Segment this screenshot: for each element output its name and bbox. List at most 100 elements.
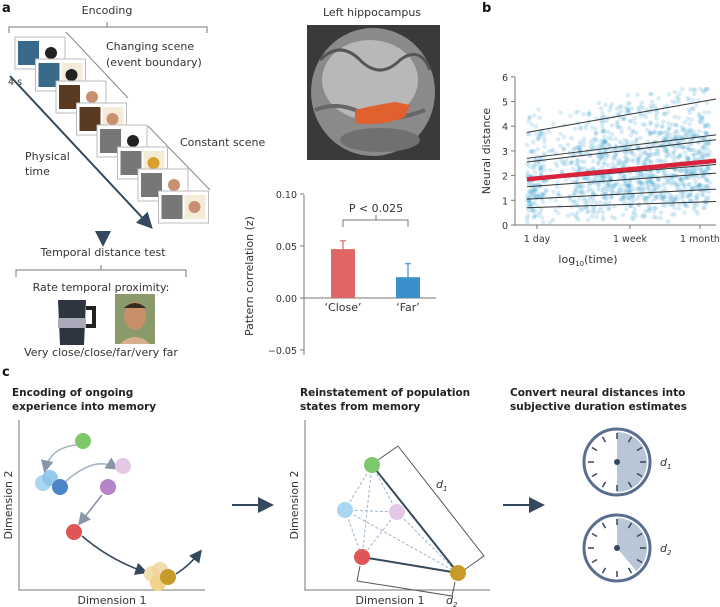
scatter-point [601,134,607,139]
scatter-point [616,175,622,181]
scatter-point [530,165,535,171]
scatter-point [641,172,647,178]
scatter-point [650,198,655,204]
scatter-point [707,149,713,155]
scatter-point [635,156,640,161]
scatter-point [601,195,606,201]
scatter-point [616,111,621,116]
scatter-point [591,198,597,203]
scatter-point [667,132,672,138]
scatter-point [525,131,530,137]
scatter-point [703,184,709,189]
scatter-point [603,139,608,144]
scatter-point [663,149,668,154]
scatter-point [669,181,674,187]
scatter-point [678,176,683,181]
scatter-point [660,135,666,141]
scatter-point [611,190,617,195]
scatter-point [625,92,631,98]
scatter-point [533,214,539,219]
scatter-point [679,195,685,200]
scatter-point [640,105,646,110]
scatter-point [672,131,677,137]
scatter-point [663,190,668,195]
scatter-point [529,208,535,214]
scatter-point [657,130,663,136]
scatter-point [591,166,596,172]
scatter-point [579,207,584,213]
scatter-point [630,128,636,134]
scatter-point [654,116,659,122]
scatter-point [526,181,531,186]
scatter-point [581,159,587,164]
scatter-point [651,152,657,157]
scatter-point [649,99,655,104]
scatter-point [593,138,599,143]
scatter-point [595,154,601,159]
scatter-point [626,189,632,194]
scatter-point [629,215,635,221]
scatter-point [648,153,654,158]
scatter-point [572,146,577,151]
scatter-point [703,150,708,156]
population-states-2 [337,457,466,581]
scatter-point [705,122,711,127]
scatter-point [543,189,549,194]
scatter-point [701,168,706,174]
scatter-point [696,175,702,180]
scatter-point [631,212,636,217]
scatter-point [641,187,647,193]
scatter-point [609,136,614,141]
scatter-point [606,187,612,192]
scatter-point [593,131,599,136]
scatter-point [561,146,567,152]
scatter-point [648,151,653,156]
scatter-point [658,215,663,221]
state-space-axes-1 [18,420,205,591]
d2-label-2: d2 [446,594,458,607]
scatter-point [609,192,615,198]
scatter-point [694,102,699,108]
scatter-point [684,167,689,172]
scatter-point [648,159,654,165]
scatter-point [618,184,624,189]
scatter-point [524,161,530,166]
col2-title-2: states from memory [300,401,420,413]
scatter-point [685,157,691,162]
scatter-point [527,181,532,187]
scatter-point [538,130,544,136]
scatter-point [672,205,677,210]
scatter-point [622,161,627,166]
scatter-point [666,126,672,132]
scatter-point [625,183,631,188]
dimension-1-label: Dimension 1 [78,594,147,607]
scatter-point [593,126,598,132]
scatter-point [648,205,654,211]
scatter-point [598,105,604,111]
scatter-point [654,147,659,153]
scatter-point [579,185,584,191]
scatter-point [529,189,534,194]
changing-scene-label: Changing scene [106,40,194,53]
scatter-point [689,185,695,191]
scatter-point [613,181,619,186]
scatter-point [625,108,630,113]
scatter-point [588,200,594,205]
scatter-point [625,158,631,163]
scatter-point [629,151,635,156]
scatter-point [599,154,605,160]
scatter-point [604,141,610,147]
scatter-point [602,114,608,119]
scatter-point [604,186,609,192]
scatter-point [596,143,601,148]
scatter-point [615,157,621,163]
scatter-point [682,120,688,125]
scatter-point [550,149,555,154]
scatter-point [645,127,650,133]
scatter-point [627,119,633,124]
scatter-point [614,106,620,111]
scatter-point [643,208,648,214]
scatter-point [676,154,681,160]
scatter-point [595,161,601,167]
scatter-point [662,171,667,176]
